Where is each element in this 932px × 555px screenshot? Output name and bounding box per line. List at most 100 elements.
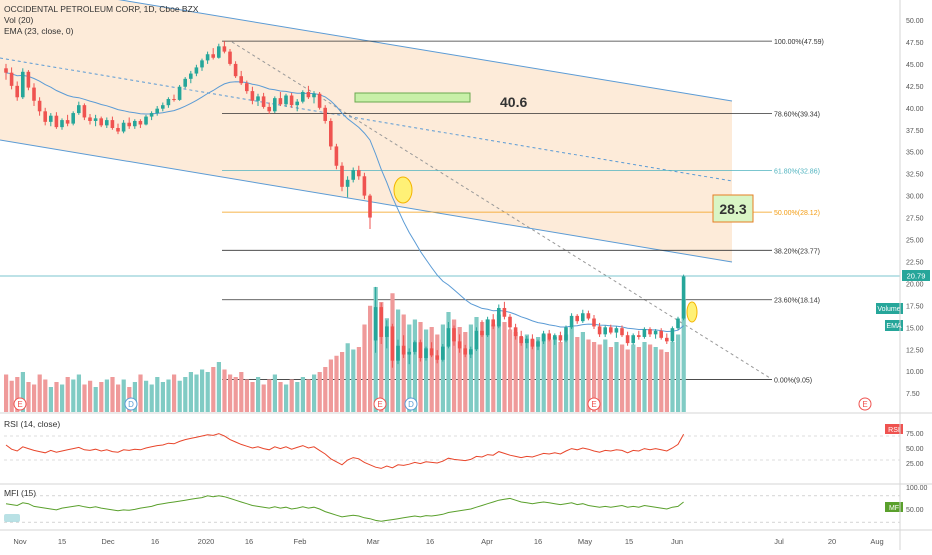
volume-bar (272, 374, 277, 412)
candle-body (446, 328, 451, 347)
volume-bar (93, 387, 98, 412)
candle-body (334, 146, 339, 166)
candle-body (228, 51, 232, 64)
volume-bar (295, 382, 300, 412)
candle-body (502, 307, 507, 317)
regression-channel (0, 0, 771, 379)
time-tick-label: 16 (151, 537, 159, 546)
volume-bar (132, 382, 137, 412)
volume-bar (664, 352, 669, 412)
annotation-label: 40.6 (500, 94, 527, 110)
rsi-indicator-label[interactable]: RSI (14, close) (4, 419, 60, 429)
volume-bar (356, 347, 361, 412)
volume-bar (172, 374, 177, 412)
candle-body (564, 327, 568, 341)
candle-body (519, 336, 523, 344)
candle-body (138, 120, 143, 125)
candle-body (653, 330, 658, 335)
candle-body (497, 307, 501, 327)
ema-indicator-label[interactable]: EMA (23, close, 0) (4, 26, 74, 36)
volume-bar (670, 342, 675, 412)
candle-body (592, 318, 596, 327)
volume-bar (76, 374, 81, 412)
candle-body (49, 115, 53, 122)
fib-level-label: 78.60%(39.34) (774, 112, 820, 119)
candle-body (88, 117, 92, 121)
volume-bar (289, 379, 294, 412)
channel-upper (117, 0, 733, 102)
fib-level-label: 50.00%(28.12) (774, 210, 820, 217)
event-marker (587, 397, 601, 411)
vol-indicator-label[interactable]: Vol (20) (4, 15, 33, 25)
candle-body (295, 101, 299, 106)
volume-bar (261, 384, 266, 412)
candle-body (239, 76, 243, 84)
time-tick-label: Jun (671, 537, 683, 546)
candle-body (474, 330, 479, 350)
volume-bar (323, 367, 328, 412)
price-tick-label: 15.00 (906, 325, 924, 332)
volume-bar (580, 332, 585, 412)
price-tick-label: 10.00 (906, 369, 924, 376)
candle-body (161, 105, 165, 109)
volume-bar (603, 339, 608, 412)
volume-bar (267, 379, 272, 412)
volume-bar (614, 342, 619, 412)
candle-body (390, 326, 395, 361)
candle-body (149, 113, 154, 117)
last-price-tag (902, 270, 930, 281)
candle-body (547, 333, 551, 340)
time-tick-label: 15 (58, 537, 66, 546)
mfi-indicator-label[interactable]: MFI (15) (4, 488, 36, 498)
candle-body (289, 95, 294, 106)
candle-body (452, 328, 456, 342)
collapse-pane-icon (4, 514, 20, 522)
candle-body (284, 95, 288, 105)
candle-body (603, 327, 607, 335)
candle-body (581, 313, 585, 322)
candle-body (189, 73, 193, 79)
volume-bar (592, 342, 597, 412)
candle-body (267, 106, 271, 112)
event-marker-label: E (17, 400, 22, 409)
candle-body (306, 91, 311, 98)
candle-body (21, 71, 25, 98)
volume-bar (300, 377, 305, 412)
candle-body (65, 120, 70, 124)
time-tick-label: 2020 (198, 537, 215, 546)
candle-body (245, 83, 249, 92)
rsi-tick-label: 25.00 (906, 461, 924, 468)
mfi-value-label: MF (889, 505, 899, 512)
volume-bar (278, 382, 283, 412)
time-tick-label: Mar (367, 537, 380, 546)
candle-body (317, 93, 322, 108)
volume-bar (284, 384, 289, 412)
volume-bar (608, 347, 613, 412)
candle-body (631, 335, 635, 344)
candle-body (155, 108, 159, 114)
annotation-label: 28.3 (719, 201, 746, 217)
candle-body (60, 120, 64, 128)
volume-bar (575, 337, 580, 412)
event-marker (124, 397, 138, 411)
candle-body (43, 111, 47, 122)
candle-body (648, 329, 652, 335)
candle-body (37, 100, 42, 112)
candle-body (407, 351, 411, 355)
candle-body (508, 316, 512, 328)
candle-body (659, 330, 663, 338)
candle-body (469, 349, 473, 355)
candle-body (435, 355, 439, 360)
highlight-circle (686, 301, 698, 323)
candle-body (569, 315, 574, 328)
volume-bar (160, 382, 165, 412)
price-tick-label: 20.00 (906, 281, 924, 288)
candle-body (323, 107, 327, 121)
price-tick-label: 25.00 (906, 238, 924, 245)
candle-body (513, 327, 518, 337)
candle-body (485, 319, 490, 336)
candle-body (491, 319, 495, 327)
mfi-pane: 100.00 50.00 MF (0, 483, 932, 523)
price-tick-label: 40.00 (906, 106, 924, 113)
price-tick-label: 37.50 (906, 128, 924, 135)
